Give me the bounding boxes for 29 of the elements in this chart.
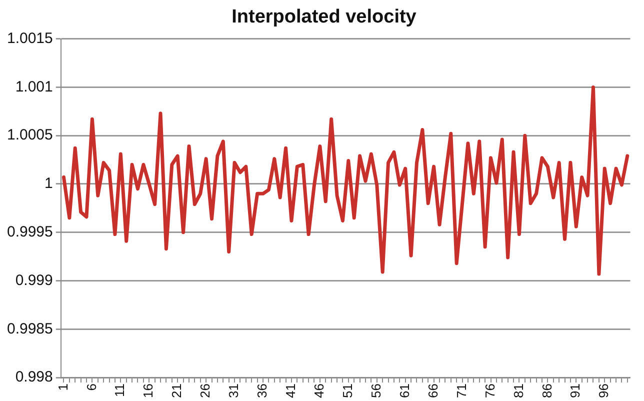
x-tick-label: 16 [140, 384, 156, 398]
x-tick-label: 46 [312, 384, 327, 398]
y-tick-label: 1.001 [15, 78, 53, 96]
x-tick-label: 6 [84, 384, 99, 391]
x-tick-label: 91 [568, 384, 583, 398]
x-tick-label: 71 [454, 384, 469, 398]
x-tick-label: 86 [539, 384, 554, 398]
x-tick-label: 31 [226, 384, 242, 398]
x-tick-label: 41 [283, 384, 298, 398]
x-tick-label: 36 [254, 384, 270, 398]
x-tick-label: 81 [510, 384, 526, 398]
x-tick-label: 21 [169, 384, 184, 398]
y-tick-label: 0.9985 [6, 320, 53, 338]
x-tick-label: 96 [596, 384, 612, 398]
x-tick-label: 1 [55, 384, 70, 391]
x-tick-label: 66 [425, 384, 440, 398]
y-tick-label: 1 [44, 175, 53, 192]
y-tick-label: 0.9995 [6, 224, 53, 241]
chart-title: Interpolated velocity [232, 6, 417, 28]
y-tick-label: 1.0005 [6, 126, 53, 144]
x-tick-label: 56 [368, 384, 384, 398]
x-tick-label: 26 [198, 384, 213, 398]
x-tick-label: 11 [112, 384, 128, 398]
y-tick-label: 0.998 [15, 368, 53, 386]
y-tick-label: 0.999 [15, 272, 53, 289]
x-tick-label: 51 [340, 384, 355, 398]
y-tick-label: 1.0015 [6, 30, 53, 47]
x-tick-label: 76 [482, 384, 498, 398]
x-tick-label: 61 [396, 384, 412, 398]
